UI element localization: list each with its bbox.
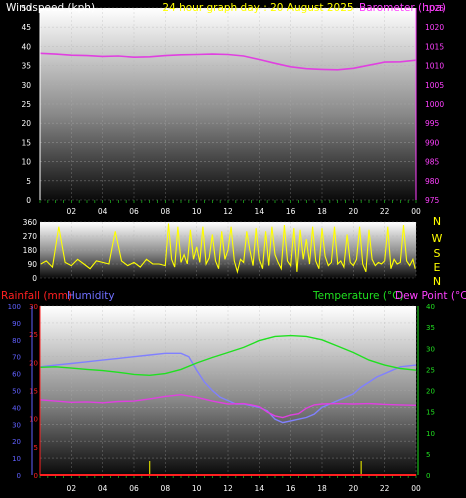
panel-2-left-tick: 270 xyxy=(23,232,38,241)
panel-3-temp-tick: 40 xyxy=(426,303,435,311)
panel-3-x-tick: 00 xyxy=(411,484,421,493)
panel-3-x-tick: 06 xyxy=(129,484,139,493)
panel-3-rain-tick: 15 xyxy=(29,388,38,396)
panel-1-x-tick: 10 xyxy=(192,207,202,216)
panel-3-temp-tick: 15 xyxy=(426,409,435,417)
panel-3-humidity-tick: 10 xyxy=(12,455,21,463)
panel-1-right-tick: 985 xyxy=(425,158,440,167)
panel-3-x-tick: 02 xyxy=(67,484,77,493)
panel-3-rain-tick: 20 xyxy=(29,359,38,367)
panel-3-rain-tick: 0 xyxy=(34,472,38,480)
panel-1-right-tick: 995 xyxy=(425,119,440,128)
panel-2-left-tick: 0 xyxy=(32,274,37,283)
panel-3-humidity-tick: 80 xyxy=(12,337,21,345)
panel-1-right-tick: 980 xyxy=(425,177,440,186)
panel-1-left-tick: 10 xyxy=(21,158,31,167)
compass-label-e: E xyxy=(434,261,441,274)
panel-3-x-tick: 04 xyxy=(98,484,108,493)
panel-3-rain-tick: 5 xyxy=(34,444,38,452)
panel-1-right-tick: 1010 xyxy=(425,62,444,71)
panel-3-humidity-tick: 50 xyxy=(12,388,21,396)
panel-1-left-tick: 35 xyxy=(21,62,31,71)
panel-1-left-tick: 20 xyxy=(21,119,31,128)
panel-3-temp-tick: 30 xyxy=(426,345,435,353)
panel-3-humidity-tick: 30 xyxy=(12,421,21,429)
panel-1-right-tick: 975 xyxy=(425,196,440,205)
panel-1-left-tick: 30 xyxy=(21,81,31,90)
panel-1-x-tick: 20 xyxy=(349,207,359,216)
panel-3-temp-tick: 20 xyxy=(426,388,435,396)
temperature-axis-label: Temperature (°C) xyxy=(312,290,404,302)
panel-3-temp-tick: 5 xyxy=(426,451,430,459)
panel-3-x-tick: 20 xyxy=(349,484,359,493)
panel-1-x-tick: 12 xyxy=(223,207,233,216)
panel-1-left-tick: 45 xyxy=(21,23,31,32)
panel-1-x-tick: 08 xyxy=(161,207,171,216)
compass-label-n-top: N xyxy=(433,215,441,228)
panel-1-x-tick: 00 xyxy=(411,207,421,216)
panel-3-temp-tick: 0 xyxy=(426,472,430,480)
compass-label-s: S xyxy=(434,247,441,260)
panel-2-left-tick: 360 xyxy=(23,218,38,227)
panel-1-x-tick: 16 xyxy=(286,207,296,216)
humidity-axis-label: Humidity xyxy=(67,290,115,302)
panel-3-rain-tick: 30 xyxy=(29,303,38,311)
panel-3-rain-tick: 10 xyxy=(29,416,38,424)
panel-1-x-tick: 22 xyxy=(380,207,390,216)
panel-1-right-tick: 1005 xyxy=(425,81,444,90)
rainfall-axis-label: Rainfall (mm) xyxy=(1,290,72,302)
panel-3-humidity-tick: 40 xyxy=(12,404,21,412)
panel-3-temp-tick: 10 xyxy=(426,430,435,438)
panel-1-right-tick: 1000 xyxy=(425,100,444,109)
chart-title: 24 hour graph day : 20 August 2025 xyxy=(162,2,353,14)
panel-1-x-tick: 04 xyxy=(98,207,108,216)
panel-3-rain-tick: 25 xyxy=(29,331,38,339)
panel-1-right-tick: 990 xyxy=(425,138,440,147)
panel-1-left-tick: 15 xyxy=(21,138,31,147)
panel-3-temp-tick: 25 xyxy=(426,366,435,374)
windspeed-axis-label: Windspeed (kph) xyxy=(6,2,95,14)
compass-label-n-bottom: N xyxy=(433,275,441,288)
panel-3-x-tick: 10 xyxy=(192,484,202,493)
panel-3-humidity-tick: 20 xyxy=(12,438,21,446)
panel-3-x-tick: 08 xyxy=(161,484,171,493)
panel-1-left-tick: 40 xyxy=(21,42,31,51)
panel-1-right-tick: 1015 xyxy=(425,42,444,51)
panel-1-x-tick: 06 xyxy=(129,207,139,216)
compass-label-w: W xyxy=(432,232,443,245)
panel-3-humidity-tick: 100 xyxy=(8,303,21,311)
panel-3-x-tick: 16 xyxy=(286,484,296,493)
panel-1-right-tick: 1020 xyxy=(425,23,444,32)
panel-2-left-tick: 90 xyxy=(27,260,37,269)
panel-3-x-tick: 12 xyxy=(223,484,233,493)
panel-1-x-tick: 18 xyxy=(317,207,327,216)
panel-1-x-tick: 02 xyxy=(67,207,77,216)
panel-3-humidity-tick: 60 xyxy=(12,371,21,379)
panel-1-x-tick: 14 xyxy=(255,207,265,216)
panel-3-humidity-tick: 0 xyxy=(17,472,21,480)
panel-3-x-tick: 18 xyxy=(317,484,327,493)
panel-1-left-tick: 25 xyxy=(21,100,31,109)
panel-1-left-tick: 0 xyxy=(26,196,31,205)
panel-2-left-tick: 180 xyxy=(23,246,38,255)
panel-3-x-tick: 22 xyxy=(380,484,390,493)
barometer-axis-label: Barometer (hpa) xyxy=(359,2,446,14)
panel-3-humidity-tick: 90 xyxy=(12,320,21,328)
panel-3-x-tick: 14 xyxy=(255,484,265,493)
panel-1-left-tick: 5 xyxy=(26,177,31,186)
panel-3-humidity-tick: 70 xyxy=(12,354,21,362)
dew-point-axis-label: Dew Point (°C) xyxy=(395,290,466,302)
panel-3-temp-tick: 35 xyxy=(426,324,435,332)
